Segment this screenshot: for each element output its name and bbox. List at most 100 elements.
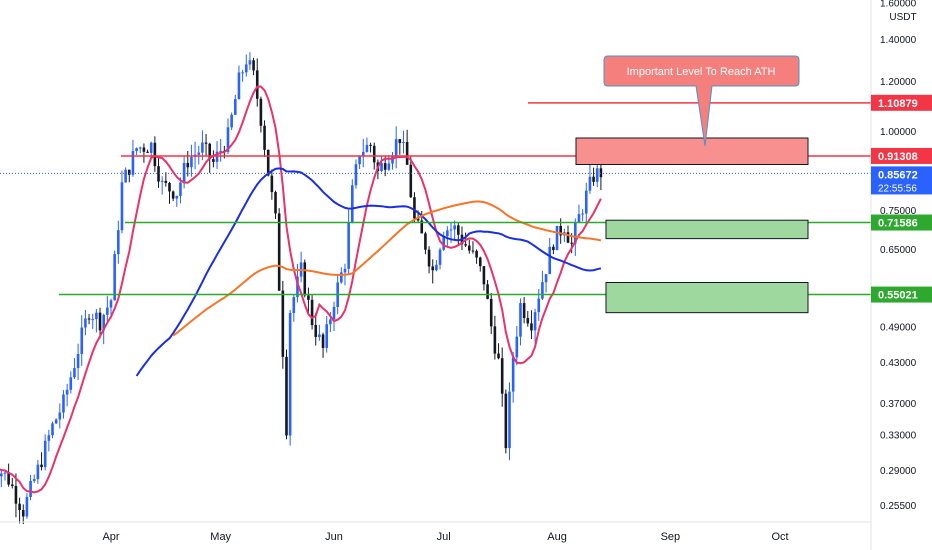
candle-body: [113, 254, 116, 301]
candle-body: [226, 127, 230, 152]
candle-body: [244, 64, 248, 73]
candle-body: [281, 290, 285, 357]
current-price-value: 0.85672: [878, 169, 918, 181]
candle-body: [413, 197, 416, 219]
price-zone-support-1: [605, 219, 809, 240]
level-price-label: 0.55021: [878, 290, 918, 302]
candle-body: [40, 464, 43, 468]
candle-body: [175, 195, 179, 199]
level-price-label-bg: [871, 214, 932, 231]
candle-body: [168, 182, 171, 192]
candle-body: [87, 318, 91, 320]
candle-body: [570, 242, 573, 244]
time-axis[interactable]: Apr May Jun Jul Aug Sep Oct: [0, 521, 871, 543]
candle-body: [446, 230, 449, 237]
candle-body: [464, 244, 467, 246]
annotation-text: Important Level To Reach ATH: [627, 66, 776, 78]
candle-body: [18, 503, 21, 511]
candle-body: [394, 139, 398, 157]
candle-body: [3, 472, 7, 474]
candle-body: [482, 266, 486, 285]
candle-body: [453, 225, 456, 230]
currency-label-box: USDT: [889, 12, 916, 23]
annotation-bubble: [603, 55, 800, 147]
candle-body: [142, 147, 146, 152]
candle-body: [350, 185, 354, 223]
candle-body: [10, 484, 14, 487]
candle-body: [325, 324, 329, 348]
candle-body: [369, 144, 372, 146]
candle-body: [581, 213, 584, 215]
candle-body: [486, 284, 489, 299]
candle-body: [32, 479, 36, 481]
candle-body: [109, 300, 113, 308]
candle-body: [62, 394, 65, 413]
candle-body: [43, 440, 47, 468]
candle-body: [321, 334, 325, 348]
level-price-label: 1.10879: [878, 98, 918, 110]
price-tick-label: 0.29000: [880, 466, 917, 477]
candle-body: [263, 125, 266, 150]
candle-body: [182, 162, 186, 183]
levels-layer: [0, 102, 871, 314]
candle-body: [595, 168, 599, 182]
price-tick-label: 0.25500: [880, 501, 917, 512]
candle-body: [29, 480, 32, 497]
price-tick-label: 0.65000: [880, 245, 917, 256]
candle-body: [555, 225, 559, 251]
level-price-label-bg: [871, 147, 932, 164]
price-axis[interactable]: 1.60000 1.40000 1.20000 1.00000 0.75000 0.650…: [870, 0, 917, 550]
candle-body: [201, 142, 204, 153]
moving-average-line: [0, 85, 602, 494]
candle-body: [416, 218, 420, 221]
candle-body: [106, 307, 109, 315]
candle-body: [102, 314, 105, 331]
price-axis-ticks: 1.60000 1.40000 1.20000 1.00000 0.75000 0.650…: [880, 0, 917, 512]
candle-body: [372, 145, 376, 163]
candle-body: [537, 298, 541, 313]
candle-body: [354, 164, 358, 186]
candle-body: [508, 391, 511, 449]
candle-body: [318, 334, 321, 337]
candle-body: [599, 168, 603, 178]
candle-body: [51, 423, 54, 436]
annotation-callout[interactable]: Important Level To Reach ATH: [603, 55, 800, 147]
candle-body: [314, 325, 318, 337]
candle-body: [179, 182, 182, 196]
candle-body: [347, 222, 350, 269]
candle-body: [255, 70, 259, 99]
candle-body: [197, 152, 201, 155]
candle-body: [504, 393, 508, 449]
candle-body: [54, 419, 58, 424]
candle-body: [252, 60, 255, 71]
price-tick-label: 0.49000: [880, 322, 917, 333]
candle-body: [285, 356, 288, 436]
candle-body: [467, 245, 471, 251]
candle-body: [541, 282, 544, 299]
candle-body: [584, 190, 588, 214]
current-price-label: 0.85672 22:55:56: [871, 166, 932, 195]
candle-body: [69, 377, 73, 390]
candle-body: [47, 435, 51, 441]
candle-body: [592, 176, 595, 182]
countdown-value: 22:55:56: [878, 183, 917, 194]
candle-body: [190, 156, 193, 168]
candle-body: [186, 162, 190, 168]
candle-body: [559, 225, 562, 236]
candle-body: [365, 144, 369, 152]
candle-body: [215, 151, 219, 162]
candle-body: [548, 246, 552, 275]
candle-body: [212, 159, 215, 162]
candle-body: [73, 368, 76, 378]
candle-body: [383, 163, 387, 170]
level-price-label: 0.91308: [878, 151, 918, 163]
candle-body: [266, 149, 270, 176]
time-tick-label: Aug: [547, 531, 567, 543]
candle-body: [25, 496, 29, 517]
candle-body: [497, 353, 500, 359]
candle-body: [124, 169, 127, 183]
time-tick-label: Oct: [771, 531, 788, 543]
candle-body: [149, 142, 153, 153]
price-axis-labels: 1.10879 0.91308 0.71586 0.55021: [871, 94, 932, 303]
